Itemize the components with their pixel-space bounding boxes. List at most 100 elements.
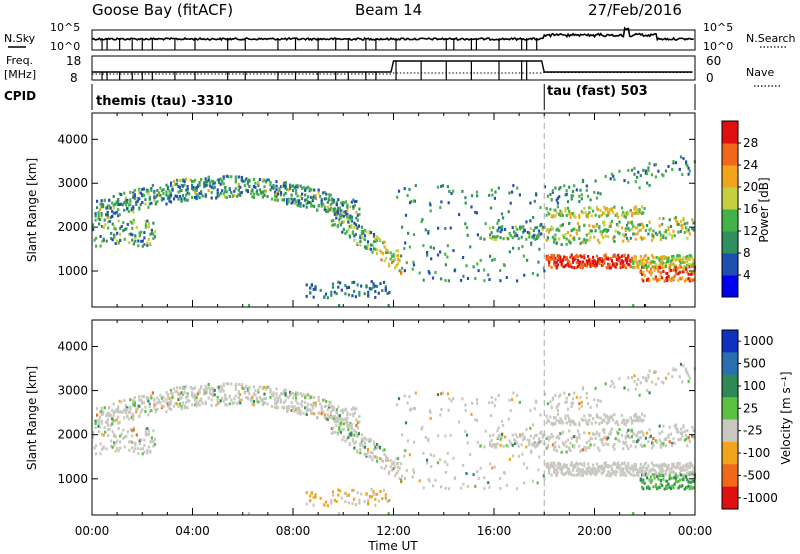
velocity-cell [578,402,581,406]
power-cell [183,180,186,183]
power-cell [356,283,359,287]
power-cell [349,205,352,209]
velocity-cell [117,405,120,409]
velocity-cell [207,382,210,386]
velocity-cell [299,412,302,416]
velocity-cell [94,426,97,430]
velocity-cell [639,462,642,466]
nave-label: Nave [746,66,774,79]
power-cell [246,181,249,185]
power-cell [397,189,401,193]
power-cell [326,205,329,209]
velocity-cell [676,480,679,484]
velocity-cell [305,413,308,417]
power-cell [661,173,664,177]
colorbar-swatch [722,330,738,353]
power-cell [597,208,600,212]
velocity-cell [412,468,415,472]
power-cell [619,261,622,265]
velocity-cell [191,387,194,391]
velocity-cell [117,407,120,411]
velocity-cell [610,427,613,431]
velocity-cell [107,434,110,438]
velocity-cell [181,401,185,405]
power-cell [578,200,581,203]
velocity-cell [446,451,449,455]
power-cell [551,189,554,193]
power-cell [578,228,581,232]
velocity-cell [647,472,650,476]
velocity-cell [154,403,157,407]
velocity-cell [639,418,642,422]
velocity-cell [117,415,120,419]
velocity-cell [554,416,557,420]
velocity-cell [669,432,673,436]
power-cell [528,231,531,235]
power-cell [122,221,125,225]
power-cell [612,174,615,178]
velocity-cell [343,408,346,412]
power-cell [691,264,694,268]
velocity-cell [134,441,137,445]
power-cell [339,216,342,220]
velocity-cell [551,422,554,426]
velocity-cell [648,391,651,395]
colorbar-tick-label: 28 [743,136,758,150]
velocity-cell [595,404,598,407]
power-cell [688,232,691,236]
velocity-cell [181,391,185,395]
power-cell [620,206,624,210]
velocity-cell [622,447,625,451]
velocity-cell [266,385,269,389]
power-cell [622,211,625,214]
velocity-cell [603,469,606,473]
velocity-cell [330,427,333,431]
velocity-cell [252,403,255,407]
power-cell [394,257,397,261]
velocity-cell [663,438,666,442]
velocity-cell [644,466,647,470]
velocity-cell [588,439,591,443]
power-cell [344,292,347,296]
power-cell [617,256,620,260]
power-cell [487,273,490,277]
power-cell [603,205,606,209]
noise-sky-label: N.Sky [4,32,36,45]
velocity-cell [520,443,523,447]
velocity-cell [534,445,537,449]
velocity-cell [168,400,171,404]
velocity-cell [617,431,620,435]
velocity-cell [398,477,401,481]
frequency-tick-18: 18 [66,54,81,68]
power-cell [319,288,322,292]
power-cell [630,259,634,262]
power-cell [617,253,620,257]
velocity-cell [345,422,348,426]
velocity-cell [646,379,649,383]
velocity-cell [571,397,575,401]
power-cell [247,303,251,307]
power-cell [341,203,344,207]
velocity-cell [608,432,611,436]
power-cell [667,257,670,260]
velocity-cell [248,392,251,396]
power-cell [106,210,109,214]
power-cell [599,230,602,234]
velocity-cell [576,463,580,466]
velocity-cell [587,462,590,466]
power-cell [578,225,581,229]
power-cell [624,215,627,219]
velocity-cell [613,413,616,416]
power-cell [672,229,675,233]
velocity-cell [484,429,487,433]
velocity-cell [204,387,207,391]
power-cell [257,181,260,184]
velocity-cell [583,414,586,418]
colorbar-tick-label: -25 [743,424,763,438]
power-cell [550,265,553,269]
velocity-cell [594,473,597,477]
velocity-cell [500,419,504,423]
velocity-cell [639,436,642,440]
velocity-cell [194,394,197,398]
power-cell [126,222,129,226]
